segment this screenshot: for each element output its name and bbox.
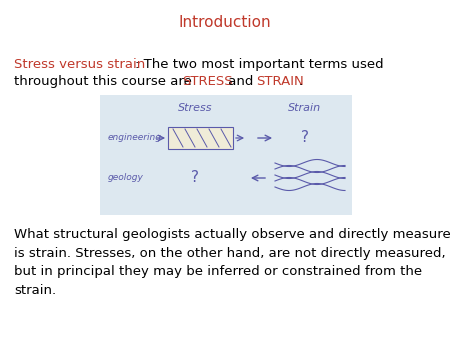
- Text: Strain: Strain: [288, 103, 322, 113]
- Text: STRESS: STRESS: [182, 75, 233, 88]
- Text: and: and: [224, 75, 257, 88]
- Text: geology: geology: [108, 173, 144, 183]
- Text: ?: ?: [191, 170, 199, 186]
- Text: STRAIN: STRAIN: [256, 75, 304, 88]
- Text: Stress versus strain: Stress versus strain: [14, 58, 145, 71]
- Text: Stress: Stress: [178, 103, 212, 113]
- Text: Introduction: Introduction: [179, 15, 271, 30]
- Text: throughout this course are: throughout this course are: [14, 75, 196, 88]
- FancyBboxPatch shape: [168, 127, 233, 149]
- Text: engineering: engineering: [108, 132, 162, 142]
- Text: ?: ?: [301, 130, 309, 145]
- Text: : The two most important terms used: : The two most important terms used: [135, 58, 383, 71]
- FancyBboxPatch shape: [100, 95, 352, 215]
- Text: What structural geologists actually observe and directly measure
is strain. Stre: What structural geologists actually obse…: [14, 228, 450, 296]
- Text: .: .: [299, 75, 303, 88]
